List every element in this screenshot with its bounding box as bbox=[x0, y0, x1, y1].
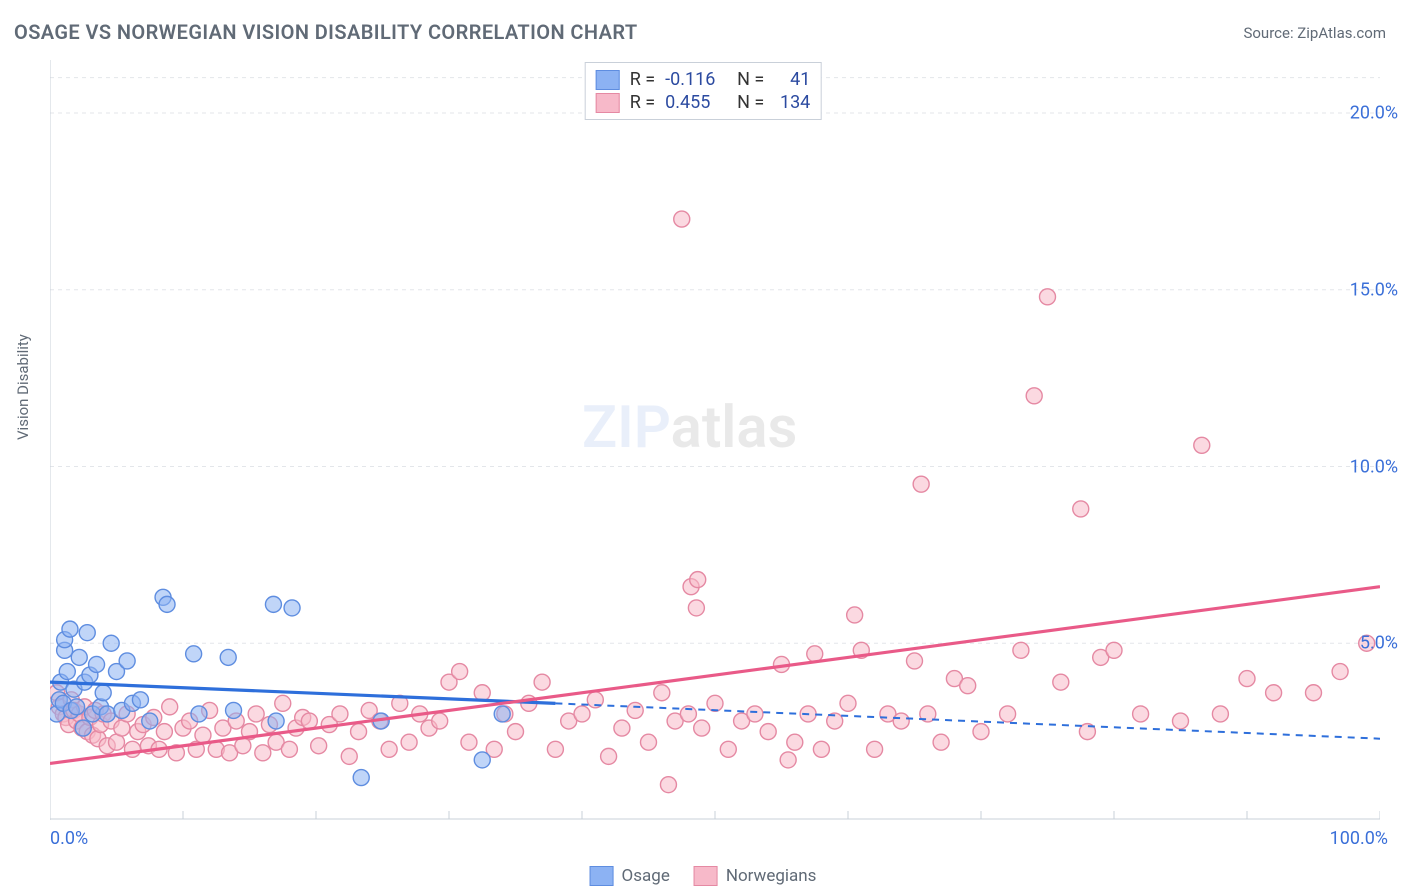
r-value-norwegians: 0.455 bbox=[665, 92, 727, 113]
r-label: R = bbox=[630, 69, 655, 90]
legend-stats: R = -0.116 N = 41 R = 0.455 N = 134 bbox=[585, 62, 822, 120]
legend-item: Osage bbox=[590, 866, 670, 886]
chart-container: OSAGE VS NORWEGIAN VISION DISABILITY COR… bbox=[0, 0, 1406, 892]
legend-item: Norwegians bbox=[694, 866, 817, 886]
swatch-norwegians bbox=[694, 866, 718, 886]
legend-stats-row: R = -0.116 N = 41 bbox=[596, 69, 811, 90]
n-value-norwegians: 134 bbox=[774, 92, 810, 113]
n-value-osage: 41 bbox=[774, 69, 810, 90]
n-label: N = bbox=[737, 92, 764, 113]
legend-label-osage: Osage bbox=[622, 866, 670, 886]
swatch-osage bbox=[590, 866, 614, 886]
y-tick-label: 5.0% bbox=[1360, 633, 1398, 654]
source-attribution: Source: ZipAtlas.com bbox=[1243, 24, 1386, 42]
r-label: R = bbox=[630, 92, 655, 113]
x-tick-left: 0.0% bbox=[50, 828, 88, 849]
swatch-osage bbox=[596, 70, 620, 90]
legend-label-norwegians: Norwegians bbox=[726, 866, 817, 886]
n-label: N = bbox=[737, 69, 764, 90]
x-tick-right: 100.0% bbox=[1330, 828, 1388, 849]
chart-title: OSAGE VS NORWEGIAN VISION DISABILITY COR… bbox=[14, 20, 638, 44]
plot-area bbox=[50, 60, 1380, 820]
legend-stats-row: R = 0.455 N = 134 bbox=[596, 92, 811, 113]
y-tick-label: 15.0% bbox=[1350, 279, 1398, 300]
legend-bottom: Osage Norwegians bbox=[590, 866, 817, 886]
y-tick-label: 10.0% bbox=[1350, 456, 1398, 477]
r-value-osage: -0.116 bbox=[665, 69, 727, 90]
y-tick-label: 20.0% bbox=[1350, 103, 1398, 124]
swatch-norwegians bbox=[596, 93, 620, 113]
y-axis-label: Vision Disability bbox=[14, 334, 32, 440]
chart-svg bbox=[50, 60, 1380, 820]
